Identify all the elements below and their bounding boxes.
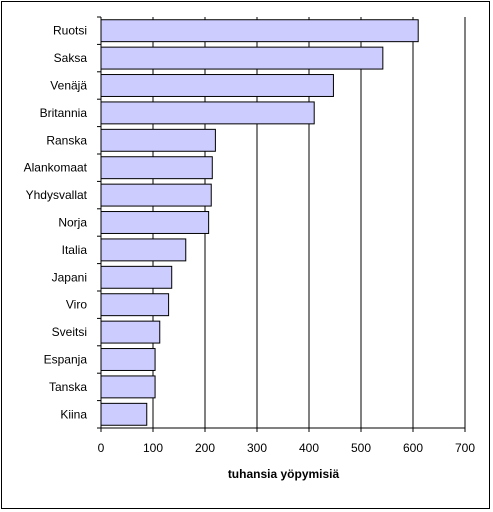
category-label: Italia [62, 243, 88, 257]
x-tick-label: 0 [98, 441, 105, 455]
x-tick-label: 500 [351, 441, 371, 455]
bar-2 [100, 46, 384, 70]
bar-1 [100, 19, 419, 43]
category-label: Japani [52, 270, 87, 284]
bar-3 [100, 74, 334, 97]
category-label: Ranska [46, 133, 87, 147]
category-label: Ruotsi [53, 24, 87, 38]
bar-11 [100, 293, 170, 317]
bar-5 [100, 128, 216, 152]
bar-6 [100, 156, 213, 180]
category-label: Tanska [49, 380, 87, 394]
x-tick-label: 300 [247, 441, 267, 455]
x-axis-title: tuhansia yöpymisiä [227, 467, 340, 481]
bar-12 [100, 320, 161, 344]
category-label: Alankomaat [24, 161, 88, 175]
category-label: Venäjä [50, 79, 87, 93]
category-label: Kiina [60, 407, 87, 421]
bar-7 [100, 183, 212, 207]
bar-9 [100, 238, 187, 262]
x-tick-label: 600 [403, 441, 423, 455]
x-tick-label: 200 [195, 441, 215, 455]
bar-14 [100, 375, 156, 399]
x-tick-label: 400 [299, 441, 319, 455]
category-label: Sveitsi [52, 325, 87, 339]
category-label: Espanja [44, 353, 88, 367]
category-label: Viro [66, 298, 87, 312]
category-label: Norja [58, 216, 87, 230]
bar-4 [100, 101, 315, 125]
bar-15 [100, 402, 148, 426]
bar-13 [100, 348, 156, 371]
bar-8 [100, 211, 210, 234]
x-tick-label: 700 [455, 441, 475, 455]
category-label: Yhdysvallat [26, 188, 88, 202]
category-label: Britannia [40, 106, 88, 120]
category-label: Saksa [54, 51, 88, 65]
bar-10 [100, 265, 173, 289]
x-tick-label: 100 [143, 441, 163, 455]
